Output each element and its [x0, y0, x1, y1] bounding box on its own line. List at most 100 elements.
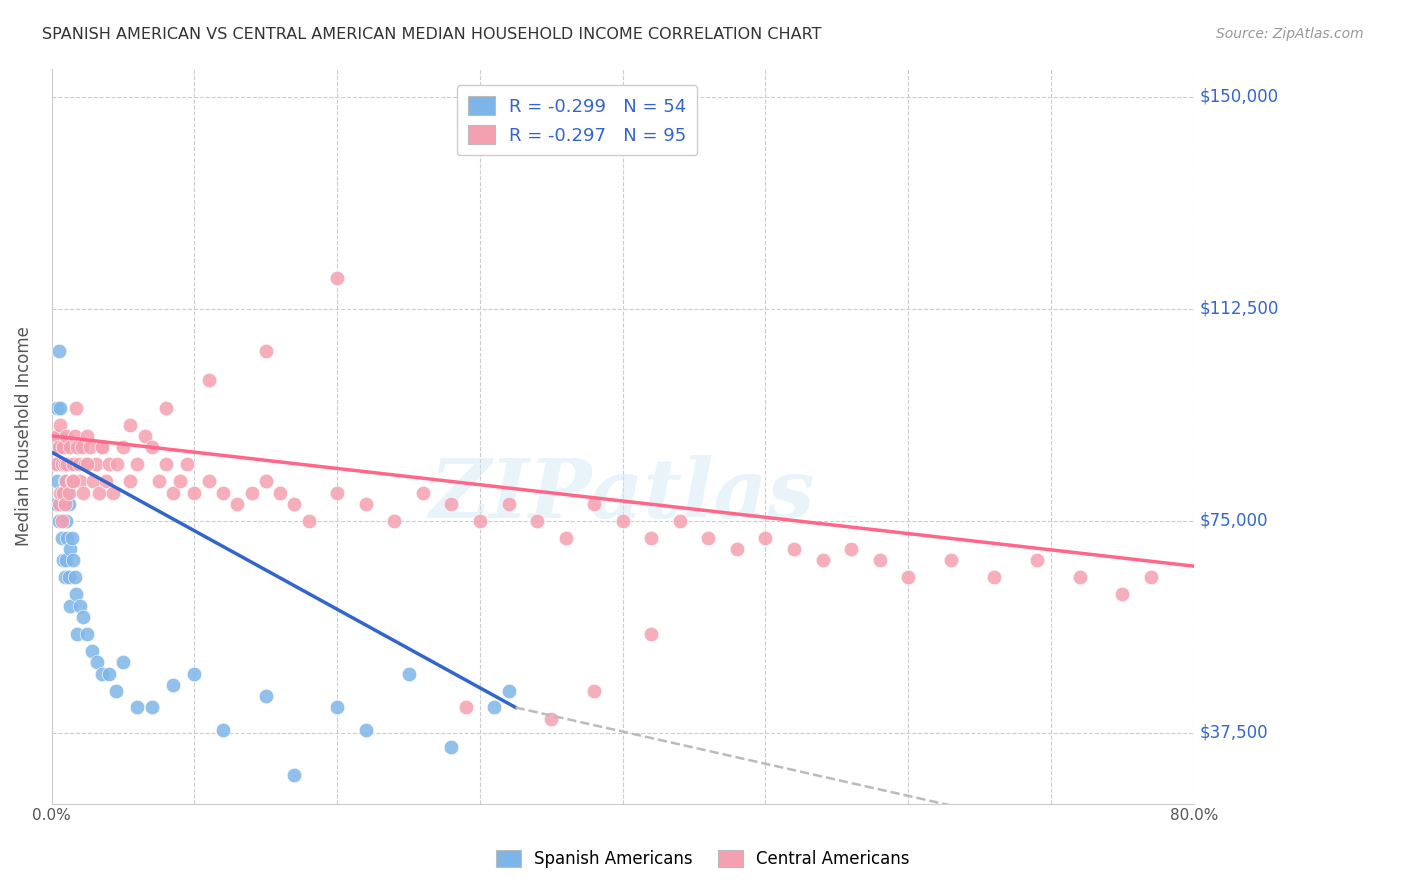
- Point: [983, 570, 1005, 584]
- Point: [62, 553, 84, 567]
- Point: [73, 458, 96, 472]
- Point: [56, 531, 79, 545]
- Text: $37,500: $37,500: [1199, 724, 1268, 742]
- Point: [398, 666, 420, 681]
- Point: [141, 441, 163, 455]
- Point: [90, 666, 112, 681]
- Point: [454, 700, 477, 714]
- Point: [107, 458, 129, 472]
- Point: [326, 485, 349, 500]
- Point: [283, 497, 305, 511]
- Point: [183, 485, 205, 500]
- Point: [120, 417, 142, 432]
- Point: [554, 531, 576, 545]
- Point: [52, 553, 75, 567]
- Point: [70, 441, 93, 455]
- Point: [51, 441, 73, 455]
- Point: [412, 485, 434, 500]
- Point: [45, 497, 67, 511]
- Point: [197, 475, 219, 489]
- Point: [94, 475, 117, 489]
- Point: [326, 700, 349, 714]
- Point: [90, 441, 112, 455]
- Point: [101, 485, 124, 500]
- Point: [55, 475, 77, 489]
- Y-axis label: Median Household Income: Median Household Income: [15, 326, 32, 546]
- Point: [62, 458, 84, 472]
- Point: [63, 429, 86, 443]
- Point: [440, 740, 463, 755]
- Point: [583, 683, 606, 698]
- Text: SPANISH AMERICAN VS CENTRAL AMERICAN MEDIAN HOUSEHOLD INCOME CORRELATION CHART: SPANISH AMERICAN VS CENTRAL AMERICAN MED…: [42, 27, 821, 42]
- Point: [52, 485, 75, 500]
- Point: [134, 429, 156, 443]
- Point: [63, 570, 86, 584]
- Text: Source: ZipAtlas.com: Source: ZipAtlas.com: [1216, 27, 1364, 41]
- Point: [66, 627, 89, 641]
- Text: $75,000: $75,000: [1199, 512, 1268, 530]
- Point: [86, 655, 108, 669]
- Point: [46, 401, 69, 415]
- Point: [48, 514, 70, 528]
- Point: [82, 475, 104, 489]
- Point: [498, 683, 520, 698]
- Point: [640, 627, 662, 641]
- Point: [176, 458, 198, 472]
- Point: [155, 458, 177, 472]
- Point: [60, 531, 83, 545]
- Point: [326, 270, 349, 285]
- Point: [59, 441, 82, 455]
- Point: [80, 644, 103, 658]
- Point: [65, 587, 87, 601]
- Point: [155, 401, 177, 415]
- Point: [65, 401, 87, 415]
- Point: [45, 458, 67, 472]
- Point: [56, 458, 79, 472]
- Point: [869, 553, 891, 567]
- Point: [53, 497, 76, 511]
- Point: [69, 599, 91, 613]
- Point: [48, 458, 70, 472]
- Point: [46, 429, 69, 443]
- Point: [212, 485, 235, 500]
- Text: $112,500: $112,500: [1199, 300, 1279, 318]
- Point: [169, 475, 191, 489]
- Point: [48, 441, 70, 455]
- Point: [254, 344, 277, 359]
- Point: [49, 417, 72, 432]
- Point: [839, 542, 862, 557]
- Point: [141, 700, 163, 714]
- Point: [298, 514, 321, 528]
- Point: [254, 689, 277, 703]
- Point: [939, 553, 962, 567]
- Point: [754, 531, 776, 545]
- Point: [76, 627, 98, 641]
- Point: [226, 497, 249, 511]
- Point: [382, 514, 405, 528]
- Point: [87, 485, 110, 500]
- Point: [48, 441, 70, 455]
- Point: [440, 497, 463, 511]
- Legend: Spanish Americans, Central Americans: Spanish Americans, Central Americans: [489, 843, 917, 875]
- Point: [725, 542, 748, 557]
- Point: [69, 475, 91, 489]
- Text: $150,000: $150,000: [1199, 87, 1278, 106]
- Point: [162, 678, 184, 692]
- Point: [197, 372, 219, 386]
- Point: [48, 344, 70, 359]
- Point: [283, 768, 305, 782]
- Point: [1111, 587, 1133, 601]
- Point: [55, 429, 77, 443]
- Point: [79, 441, 101, 455]
- Point: [58, 497, 80, 511]
- Point: [62, 475, 84, 489]
- Point: [52, 458, 75, 472]
- Point: [269, 485, 291, 500]
- Point: [49, 429, 72, 443]
- Point: [583, 497, 606, 511]
- Point: [1025, 553, 1047, 567]
- Point: [90, 441, 112, 455]
- Point: [49, 401, 72, 415]
- Point: [183, 666, 205, 681]
- Point: [67, 458, 90, 472]
